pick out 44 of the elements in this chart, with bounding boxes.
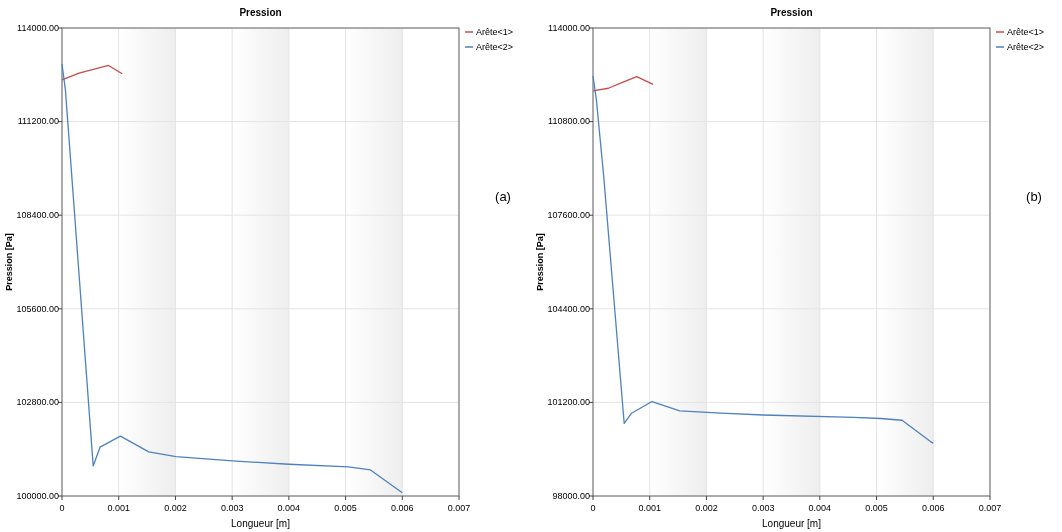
y-axis-title: Pression [Pa]	[535, 233, 545, 291]
x-tick-label: 0.001	[107, 503, 130, 513]
y-tick-label: 102800.00	[16, 397, 59, 408]
x-tick-label: 0.004	[808, 503, 832, 513]
y-tick-label: 114000.00	[548, 22, 590, 33]
line-series	[61, 63, 403, 494]
y-tick-label: 104400.00	[547, 303, 590, 314]
y-tick-label: 101200.00	[547, 397, 590, 408]
y-tick-label: 107600.00	[547, 210, 590, 221]
text: (a)	[495, 189, 511, 205]
x-tick-label: 0.001	[638, 503, 661, 513]
x-tick-label: 0.004	[277, 503, 301, 513]
legend-label: Arête<2>	[1007, 41, 1045, 52]
y-tick-label: 110800.00	[548, 116, 590, 127]
y-tick-label: 100000.00	[16, 490, 59, 501]
x-tick-label: 0	[59, 503, 65, 513]
y-tick-label: 108400.00	[16, 210, 59, 221]
x-tick-label: 0	[590, 503, 596, 513]
chart-title: Pression	[239, 7, 282, 18]
line-series	[592, 75, 934, 444]
line-series	[592, 75, 654, 92]
x-tick-label: 0.005	[334, 503, 357, 513]
x-tick-label: 0.006	[391, 503, 414, 513]
x-tick-label: 0.002	[695, 503, 718, 513]
legend-label: Arête<1>	[1007, 26, 1045, 37]
x-tick-label: 0.007	[447, 503, 471, 513]
y-tick-label: 98000.00	[552, 490, 590, 501]
x-axis-title: Longueur [m]	[231, 518, 291, 529]
x-axis-title: Longueur [m]	[762, 518, 822, 529]
y-tick-label: 105600.00	[16, 303, 59, 314]
text: (b)	[1026, 189, 1042, 205]
x-tick-label: 0.006	[922, 503, 945, 513]
y-axis-title: Pression [Pa]	[4, 233, 14, 291]
x-tick-label: 0.002	[164, 503, 187, 513]
x-tick-label: 0.005	[865, 503, 888, 513]
y-tick-label: 114000.00	[17, 22, 59, 33]
legend-label: Arête<1>	[476, 26, 514, 37]
line-series	[61, 64, 123, 81]
legend-label: Arête<2>	[476, 41, 514, 52]
x-tick-label: 0.007	[978, 503, 1002, 513]
x-tick-label: 0.003	[220, 503, 244, 513]
y-tick-label: 111200.00	[17, 116, 59, 127]
x-tick-label: 0.003	[751, 503, 775, 513]
chart-title: Pression	[770, 7, 813, 18]
